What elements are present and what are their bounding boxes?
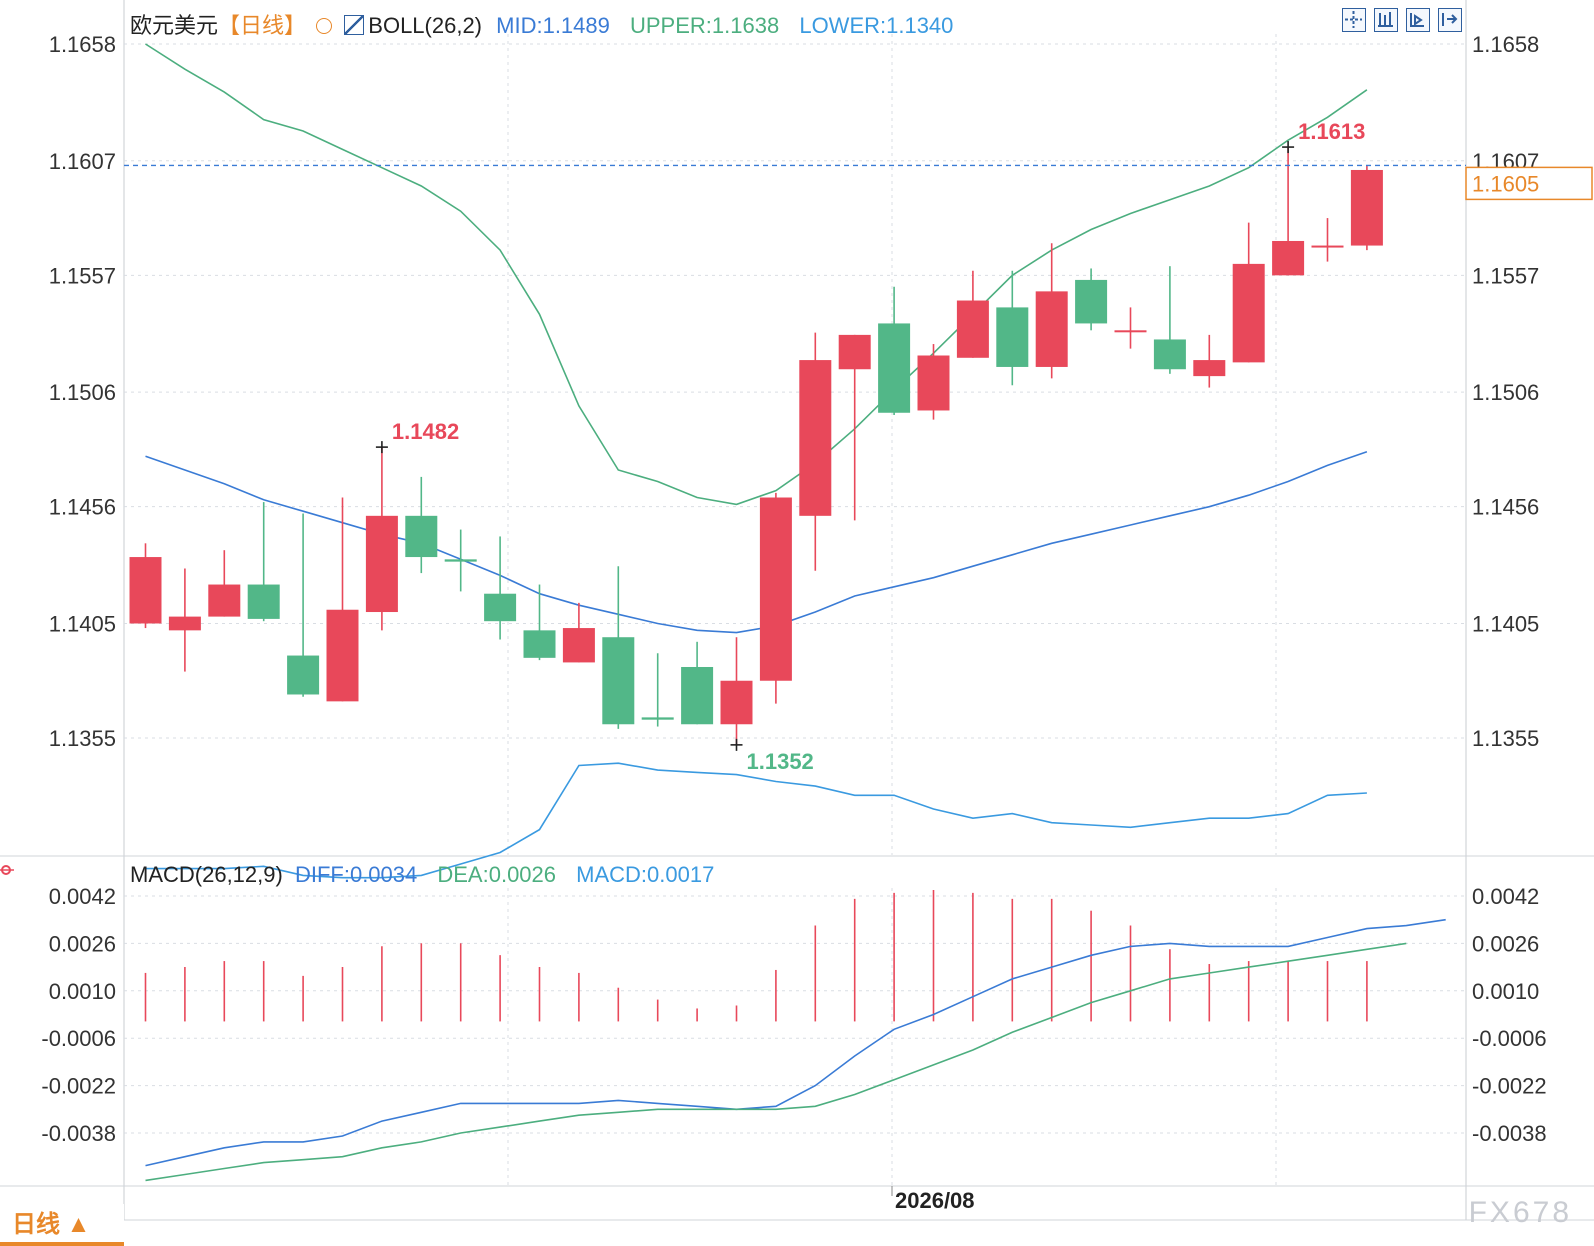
macd-dea-line (145, 942, 1407, 1182)
y-tick-right: 1.1506 (1472, 380, 1539, 405)
macd-y-tick-right: 0.0042 (1472, 884, 1539, 909)
macd-diff-line (145, 918, 1446, 1167)
candle-body (523, 630, 556, 658)
candle-body (1311, 245, 1344, 248)
candle-body (759, 497, 792, 681)
candle-body (287, 655, 320, 695)
candle-body (1193, 360, 1226, 377)
y-tick-left: 1.1607 (49, 149, 116, 174)
candle-body (444, 559, 477, 562)
high2-annotation-label: 1.1613 (1298, 119, 1365, 144)
candle-body (326, 609, 359, 702)
candle-body (405, 515, 438, 558)
y-tick-left: 1.1506 (49, 380, 116, 405)
candle-body (1350, 169, 1383, 246)
candle-body (1272, 240, 1305, 276)
y-tick-left: 1.1557 (49, 263, 116, 288)
candle-body (365, 515, 398, 613)
candle-body (602, 637, 635, 725)
macd-y-tick-left: -0.0022 (41, 1074, 116, 1099)
symbol-label: 欧元美元 (130, 13, 219, 38)
pane-toggle-icon[interactable] (0, 862, 16, 878)
candle-body (956, 300, 989, 358)
macd-macd-value: MACD:0.0017 (576, 862, 715, 887)
candle-body (1035, 291, 1068, 367)
x-axis-label: 2026/08 (895, 1188, 975, 1213)
macd-y-tick-left: -0.0038 (41, 1121, 116, 1146)
current-price-tag: 1.1605 (1472, 171, 1539, 196)
high-annotation-label: 1.1482 (392, 419, 459, 444)
macd-dea-value: DEA:0.0026 (437, 862, 557, 887)
y-tick-left: 1.1456 (49, 495, 116, 520)
candle-body (129, 557, 162, 624)
macd-y-tick-right: -0.0006 (1472, 1026, 1547, 1051)
candle-body (681, 666, 714, 725)
macd-y-tick-left: 0.0026 (49, 931, 116, 956)
boll-upper-line (145, 43, 1368, 506)
boll-lower-line (145, 762, 1367, 879)
watermark: FX678 (1468, 1196, 1572, 1229)
current-price-tag-box (1465, 166, 1593, 201)
candle-body (838, 334, 871, 370)
zoom-in-icon[interactable] (1406, 8, 1430, 32)
macd-y-tick-left: 0.0042 (49, 884, 116, 909)
y-tick-left: 1.1658 (49, 32, 116, 57)
crosshair-icon[interactable] (1342, 8, 1366, 32)
period-selector-button[interactable]: 日线 ▲ (0, 1204, 124, 1246)
candle-body (1075, 279, 1108, 324)
candle-body (1114, 330, 1147, 333)
macd-y-tick-right: 0.0010 (1472, 979, 1539, 1004)
candle-body (562, 628, 595, 663)
candle-body (484, 593, 517, 622)
candle-body (1153, 339, 1186, 370)
candle-body (247, 584, 280, 619)
macd-y-tick-left: -0.0006 (41, 1026, 116, 1051)
y-tick-left: 1.1355 (49, 726, 116, 751)
low-annotation-label: 1.1352 (747, 749, 814, 774)
candle-body (168, 616, 201, 631)
period-tag[interactable]: 【日线】 (218, 13, 307, 38)
candle-body (720, 680, 753, 725)
settings-icon[interactable] (316, 18, 333, 34)
candle-body (878, 323, 911, 413)
macd-y-tick-left: 0.0010 (49, 979, 116, 1004)
macd-diff-value: DIFF:0.0034 (294, 862, 418, 887)
macd-y-tick-right: -0.0022 (1472, 1074, 1547, 1099)
indicator-icon[interactable] (344, 15, 365, 35)
candle-body (917, 355, 950, 411)
candle-body (799, 360, 832, 516)
main-header: 欧元美元【日线】 BOLL(26,2) MID:1.1489 UPPER:1.1… (130, 8, 953, 40)
boll-upper-value: UPPER:1.1638 (630, 13, 780, 38)
y-tick-right: 1.1557 (1472, 263, 1539, 288)
macd-y-tick-right: -0.0038 (1472, 1121, 1547, 1146)
macd-indicator-label[interactable]: MACD(26,12,9) (130, 862, 283, 887)
macd-y-tick-right: 0.0026 (1472, 931, 1539, 956)
y-tick-right: 1.1658 (1472, 32, 1539, 57)
candle-body (208, 584, 241, 617)
y-tick-left: 1.1405 (49, 611, 116, 636)
candle-body (996, 307, 1029, 367)
y-tick-right: 1.1456 (1472, 495, 1539, 520)
boll-mid-line (145, 450, 1368, 634)
y-tick-right: 1.1405 (1472, 611, 1539, 636)
candle-body (641, 717, 674, 720)
macd-header: MACD(26,12,9) DIFF:0.0034 DEA:0.0026 MAC… (130, 862, 714, 888)
candle-type-icon[interactable] (1374, 8, 1398, 32)
candle-body (1232, 263, 1265, 363)
boll-indicator-label[interactable]: BOLL(26,2) (368, 13, 483, 38)
boll-lower-value: LOWER:1.1340 (799, 13, 954, 38)
boll-mid-value: MID:1.1489 (496, 13, 610, 38)
y-tick-right: 1.1355 (1472, 726, 1539, 751)
zoom-out-icon[interactable] (1438, 8, 1462, 32)
